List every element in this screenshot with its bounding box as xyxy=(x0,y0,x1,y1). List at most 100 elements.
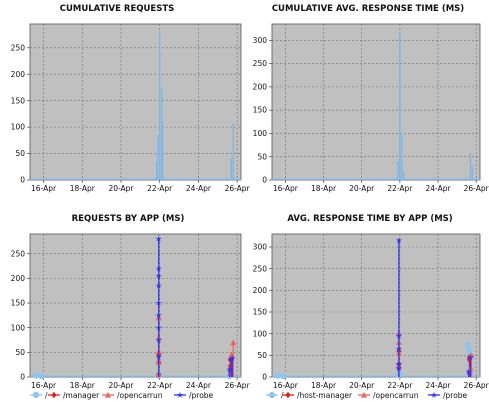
bar xyxy=(395,177,397,180)
plot-area xyxy=(271,23,481,181)
x-tick-label: 24-Apr xyxy=(186,381,212,390)
x-tick-label: 24-Apr xyxy=(186,184,212,193)
x-tick-label: 20-Apr xyxy=(108,184,134,193)
y-tick-label: 0 xyxy=(20,176,25,185)
data-point-root xyxy=(464,341,471,348)
data-point-probe xyxy=(155,312,162,319)
legend-marker-root xyxy=(268,391,276,399)
y-tick-label: 0 xyxy=(262,176,267,185)
bar xyxy=(471,166,474,180)
plot-area xyxy=(271,233,481,378)
x-tick-label: 26-Apr xyxy=(225,381,251,390)
y-tick-label: 150 xyxy=(11,96,26,105)
x-tick-label: 16-Apr xyxy=(31,184,57,193)
bar xyxy=(160,87,163,180)
x-tick-label: 22-Apr xyxy=(387,381,413,390)
legend-marker-probe xyxy=(176,391,184,398)
data-point-probe xyxy=(395,332,403,339)
plot-area xyxy=(29,23,242,181)
bar xyxy=(401,133,403,180)
y-tick-label: 50 xyxy=(257,351,267,360)
data-point-probe xyxy=(395,364,403,372)
data-point-probe xyxy=(155,324,162,331)
bar xyxy=(226,177,229,180)
legend-label: / xyxy=(45,391,48,400)
x-tick-label: 18-Apr xyxy=(311,184,337,193)
bar xyxy=(151,178,153,180)
data-point-probe xyxy=(465,368,472,375)
bar xyxy=(157,135,159,180)
legend-marker-opencarrun xyxy=(105,392,111,398)
bar xyxy=(469,152,472,180)
legend-label: /opencarrun xyxy=(117,391,163,400)
data-point-probe xyxy=(467,354,474,361)
bar xyxy=(35,179,37,180)
bar xyxy=(83,179,85,180)
bar xyxy=(158,31,161,180)
data-point-probe xyxy=(155,299,162,306)
legend-marker-host-manager xyxy=(285,391,291,399)
legend-marker-root xyxy=(32,391,40,399)
legend-marker-probe xyxy=(430,391,438,398)
data-point-probe xyxy=(155,265,162,272)
legend-label: /manager xyxy=(63,391,100,400)
bar xyxy=(465,177,468,180)
y-tick-label: 50 xyxy=(15,348,25,357)
chart-panel-3: REQUESTS BY APP (MS) 0 50 100 150 200 250 16-Ap… xyxy=(11,214,251,400)
bar xyxy=(391,179,393,180)
y-tick-label: 200 xyxy=(253,286,268,295)
x-tick-label: 16-Apr xyxy=(273,184,299,193)
legend-label: /host-manager xyxy=(297,391,353,400)
bar xyxy=(230,158,233,180)
bar xyxy=(156,161,158,180)
data-point-probe xyxy=(395,237,403,244)
chart-panel-1: CUMULATIVE REQUESTS 0 50 100 150 200 250 16-Apr… xyxy=(11,4,251,193)
bar xyxy=(399,33,401,181)
x-tick-label: 24-Apr xyxy=(425,381,451,390)
data-point-opencarrun xyxy=(228,351,235,358)
x-tick-label: 22-Apr xyxy=(147,184,173,193)
bar xyxy=(40,179,43,180)
data-point-probe xyxy=(155,353,162,360)
bar xyxy=(303,179,306,180)
bar xyxy=(397,161,399,180)
y-tick-label: 150 xyxy=(253,106,268,115)
data-point-root xyxy=(274,372,281,379)
data-point-opencarrun xyxy=(230,339,237,346)
data-point-probe xyxy=(229,354,236,361)
bar xyxy=(277,179,279,180)
bar xyxy=(54,179,56,180)
data-point-probe xyxy=(395,360,403,367)
y-tick-label: 100 xyxy=(253,329,268,338)
y-tick-label: 250 xyxy=(253,264,268,273)
bar xyxy=(372,179,374,180)
y-tick-label: 300 xyxy=(253,36,268,45)
x-tick-label: 24-Apr xyxy=(425,184,451,193)
chart-panel-4: AVG. RESPONSE TIME BY APP (MS) 0 50 100 150 2… xyxy=(253,214,489,400)
legend: / /manager/opencarrun/probe xyxy=(30,391,214,400)
data-point-probe xyxy=(155,282,162,289)
x-tick-label: 22-Apr xyxy=(147,381,173,390)
x-tick-label: 18-Apr xyxy=(70,184,96,193)
data-point-root xyxy=(32,372,39,379)
x-tick-label: 18-Apr xyxy=(311,381,337,390)
bar xyxy=(284,179,287,180)
bar xyxy=(131,179,134,180)
bar xyxy=(62,179,64,180)
data-point-probe xyxy=(395,345,403,352)
chart-panel-2: CUMULATIVE AVG. RESPONSE TIME (MS) 0 50 100… xyxy=(253,4,489,193)
y-tick-label: 0 xyxy=(20,373,25,382)
x-tick-label: 20-Apr xyxy=(349,184,375,193)
data-point-probe xyxy=(155,336,162,343)
chart-title: CUMULATIVE AVG. RESPONSE TIME (MS) xyxy=(272,4,464,14)
x-tick-label: 20-Apr xyxy=(349,381,375,390)
x-tick-label: 22-Apr xyxy=(387,184,413,193)
y-tick-label: 100 xyxy=(11,123,26,132)
legend-label: /probe xyxy=(443,391,468,400)
bar xyxy=(232,122,234,180)
legend-label: /probe xyxy=(189,391,214,400)
data-point-root xyxy=(466,347,473,355)
y-tick-label: 50 xyxy=(257,152,267,161)
legend-label: /opencarrun xyxy=(373,391,419,400)
